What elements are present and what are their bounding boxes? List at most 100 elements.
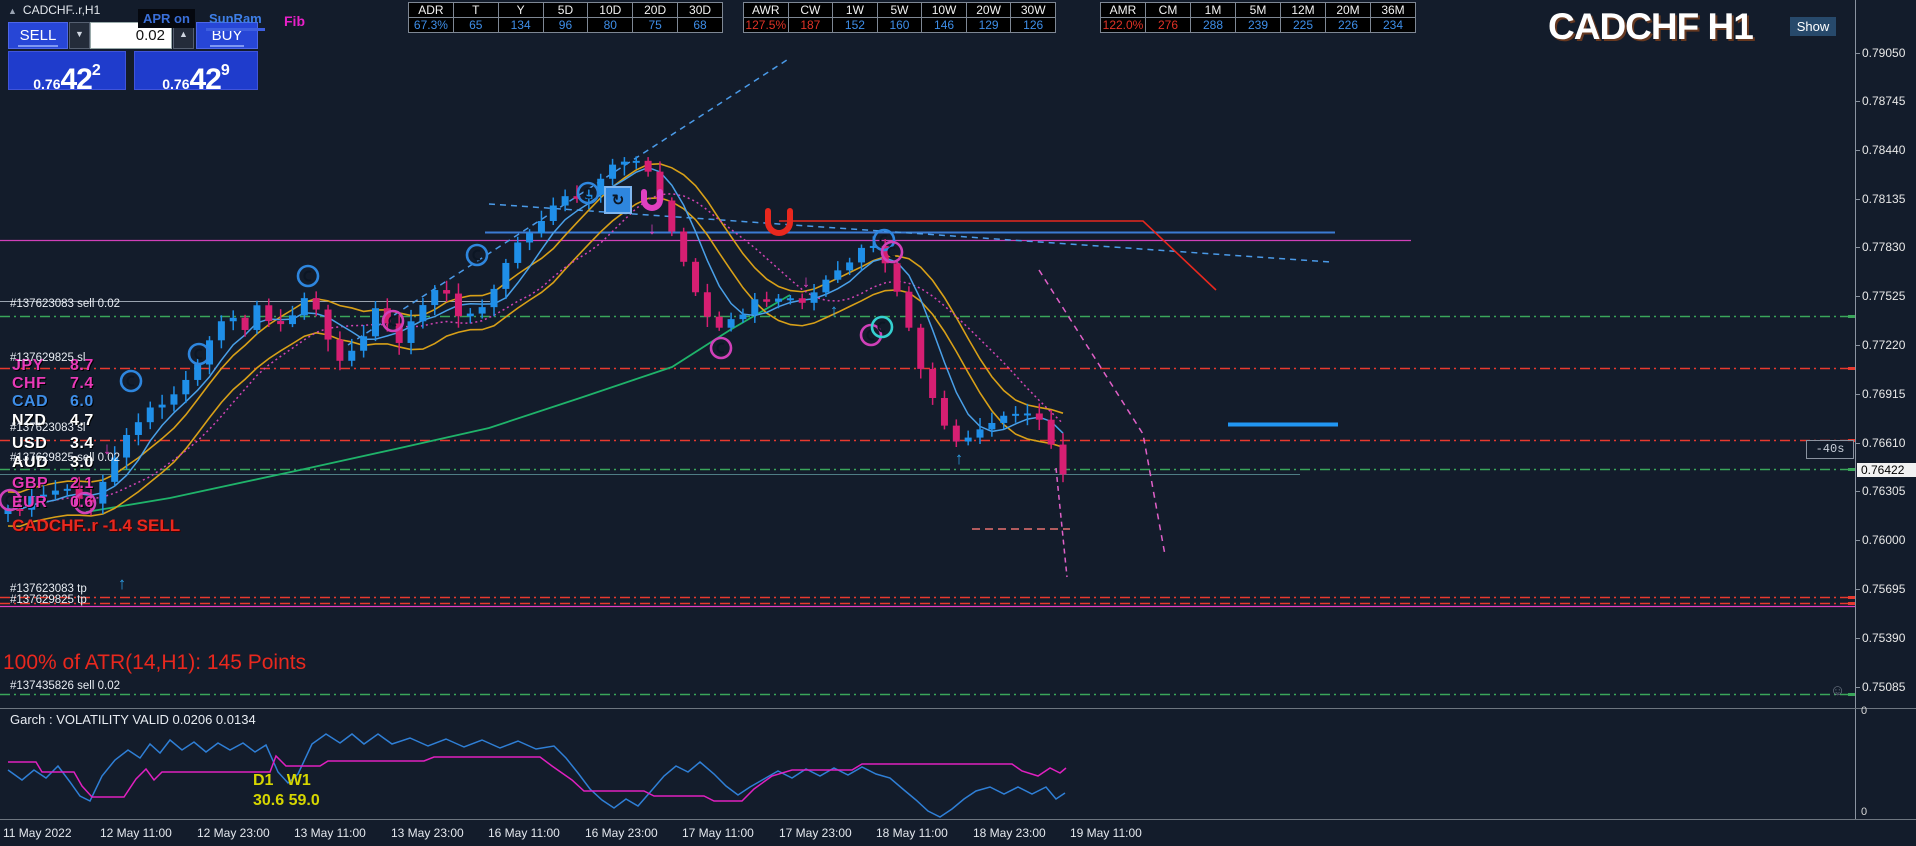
time-axis-label: 12 May 23:00 <box>197 826 270 840</box>
price-axis-label: 0.78440 <box>1862 143 1906 157</box>
candle-body <box>265 305 273 322</box>
candle-body <box>893 263 901 292</box>
signal-circle-icon <box>73 491 97 515</box>
currency-strength-value: 3.0 <box>70 454 94 471</box>
candle-body <box>229 317 237 322</box>
candle-body <box>300 298 308 316</box>
envelope-upper-line <box>7 163 1064 494</box>
candle-body <box>715 316 723 328</box>
time-axis-label: 13 May 11:00 <box>294 826 366 840</box>
strength-row-chf: CHF 7.4 <box>12 375 93 393</box>
candle-body <box>348 350 356 361</box>
candle-body <box>929 368 937 399</box>
apr-toggle-button[interactable]: APR on <box>138 9 195 28</box>
candle-body <box>431 290 439 306</box>
currency-strength-value: 7.4 <box>70 375 94 392</box>
range-header: 5D <box>542 2 589 18</box>
price-axis-label: 0.76610 <box>1862 436 1906 450</box>
axis-tick <box>1855 247 1860 248</box>
range-header: 10W <box>921 2 967 18</box>
range-header: Y <box>497 2 544 18</box>
time-axis-label: 17 May 11:00 <box>682 826 754 840</box>
time-axis-label: 19 May 11:00 <box>1070 826 1142 840</box>
candle-body <box>16 509 24 511</box>
strength-row-jpy: JPY 8.7 <box>12 357 93 375</box>
candle-body <box>775 298 783 302</box>
signal-circle-glyph <box>126 375 135 387</box>
up-arrow-icon: ↑ <box>955 449 964 468</box>
strength-row-nzd: NZD 4.7 <box>12 412 93 430</box>
range-value: 234 <box>1370 17 1416 33</box>
price-axis-label: 0.77220 <box>1862 338 1906 352</box>
candle-body <box>502 262 510 289</box>
indicator-d1w1-values: 30.6 59.0 <box>253 792 320 809</box>
price-axis-label: 0.77525 <box>1862 289 1906 303</box>
signal-circle-glyph <box>472 249 481 261</box>
candle-body <box>63 488 71 491</box>
price-axis-label: 0.78135 <box>1862 192 1906 206</box>
ask-price-button[interactable]: 0.76429 <box>134 51 258 96</box>
fib-button[interactable]: Fib <box>284 13 305 29</box>
show-button[interactable]: Show <box>1790 17 1836 36</box>
range-header: 5W <box>876 2 923 18</box>
range-value: 122.0% <box>1100 17 1146 33</box>
price-axis-label: 0.79050 <box>1862 46 1906 60</box>
lot-size-input[interactable]: 0.02 <box>90 22 172 49</box>
candle-body <box>407 321 415 343</box>
candle-body <box>514 242 522 263</box>
currency-strength-value: 8.7 <box>70 357 94 374</box>
candle-body <box>99 481 107 504</box>
strength-row-cad: CAD 6.0 <box>12 393 93 411</box>
candle-body <box>976 429 984 438</box>
down-arrow-icon: ↓ <box>648 219 657 238</box>
pink-spike-dashed <box>1055 467 1068 578</box>
candle-body <box>964 437 972 442</box>
candle-body <box>857 247 865 263</box>
order-label: #137629825 tp <box>10 594 87 606</box>
up-arrow-icon: ↑ <box>118 574 127 593</box>
candle-body <box>158 404 166 408</box>
price-axis-label: 0.76000 <box>1862 533 1906 547</box>
axis-tick <box>1855 394 1860 395</box>
signal-circle-icon <box>296 264 320 288</box>
candle-body <box>1047 419 1055 445</box>
sunram-button[interactable]: SunRam <box>206 11 265 31</box>
candle-body <box>146 407 154 423</box>
garch-magenta-line <box>8 754 1067 802</box>
signal-circle-icon <box>709 336 733 360</box>
range-header: T <box>452 2 499 18</box>
indicator-panel-divider[interactable] <box>0 708 1916 709</box>
range-value: 75 <box>632 17 679 33</box>
indicator-d1w1-labels: D1 W1 <box>253 772 311 789</box>
range-header: 20M <box>1325 2 1371 18</box>
candle-body <box>1035 413 1043 420</box>
axis-tick <box>1855 687 1860 688</box>
candle-body <box>194 364 202 380</box>
strength-row-aud: AUD 3.0 <box>12 454 93 472</box>
signal-circle-icon <box>381 309 405 333</box>
price-axis-label: 0.75085 <box>1862 680 1906 694</box>
range-value: 146 <box>921 17 967 33</box>
candle-body <box>478 307 486 314</box>
time-axis-label: 16 May 11:00 <box>488 826 560 840</box>
u-signal-icon <box>765 208 793 236</box>
lot-decrease-button[interactable]: ▼ <box>69 22 90 49</box>
collapse-icon[interactable]: ▲ <box>8 6 17 16</box>
range-value: 96 <box>542 17 589 33</box>
bid-price-button[interactable]: 0.76422 <box>8 51 126 96</box>
sell-button[interactable]: SELL <box>8 22 68 49</box>
time-axis-label: 18 May 23:00 <box>973 826 1046 840</box>
currency-code: USD <box>12 435 48 452</box>
candle-body <box>312 298 320 310</box>
signal-circle-glyph <box>877 321 886 333</box>
range-header: CW <box>787 2 834 18</box>
pink-trend-dashed <box>1038 269 1166 556</box>
candle-body <box>1023 413 1031 416</box>
order-label: #137629825 sl <box>10 352 86 364</box>
candle-body <box>40 494 48 497</box>
currency-strength-value: 0.6 <box>70 494 94 511</box>
range-table: AWR CW 1W 5W 10W 20W 30W 127.5% 187 152 160 146 129 1… <box>743 2 1056 33</box>
buy-button[interactable]: BUY <box>196 22 258 49</box>
